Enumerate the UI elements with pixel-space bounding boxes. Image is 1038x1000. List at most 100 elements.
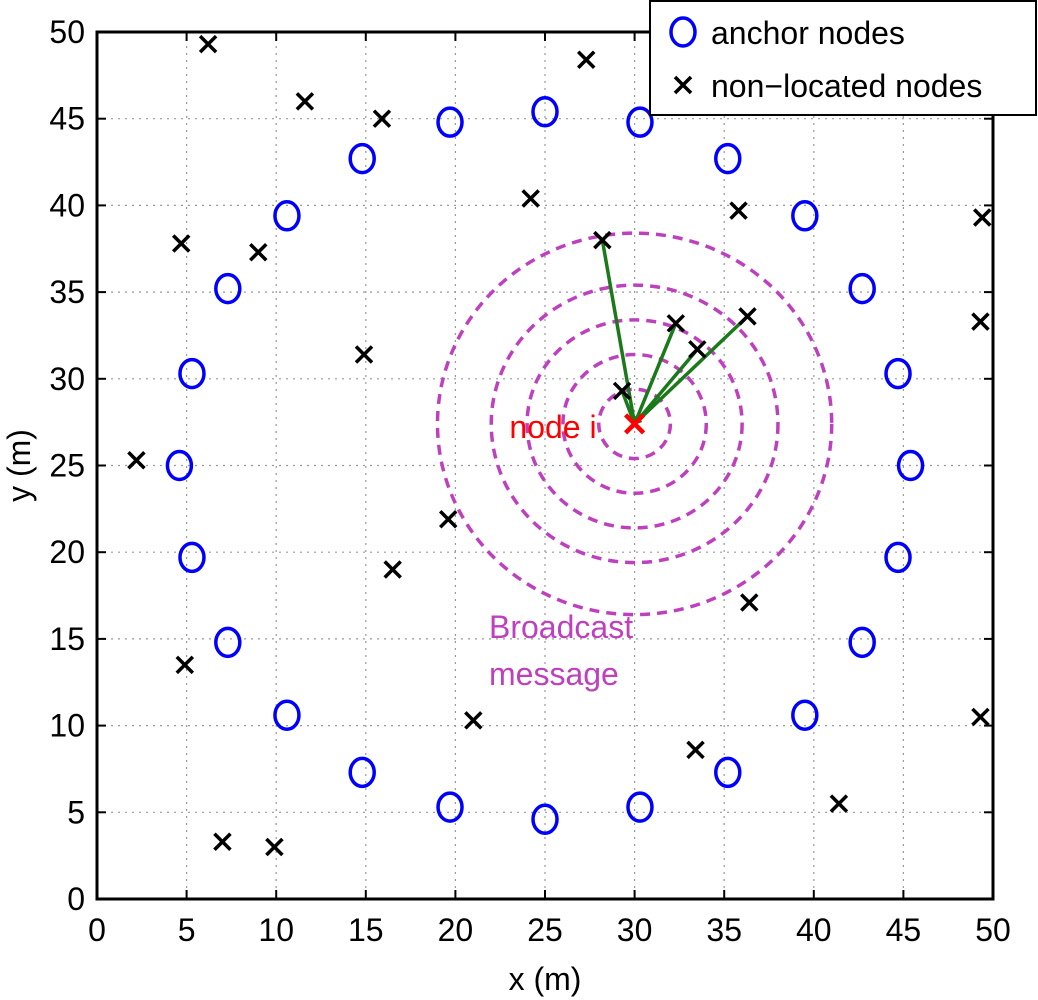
x-stroke [686,740,705,760]
nonlocated-node-point [383,560,402,579]
nonlocated-node-point [354,345,374,364]
nonlocated-node-point [576,50,596,69]
x-tick-label: 35 [706,912,742,948]
nonlocated-node-point [971,707,990,727]
x-stroke [971,312,990,331]
nonlocated-node-point [971,312,990,331]
nonlocated-node-point [249,242,268,262]
x-stroke [372,109,392,128]
nonlocated-node-point [198,34,218,54]
anchor-node-point [884,541,912,574]
data-markers [127,34,992,857]
nonlocated-node-point [686,740,705,760]
link-arrows [600,239,749,426]
anchor-node-point [791,200,819,232]
x-stroke [612,381,632,401]
anchor-node-point [848,272,876,305]
link-arrow [620,390,637,426]
y-tick-label: 45 [49,101,85,137]
x-stroke [593,230,612,250]
y-tick-label: 25 [49,448,85,484]
x-tick-label: 40 [796,912,832,948]
broadcast-circle [561,352,709,495]
anchor-node-point [348,142,376,175]
nonlocated-node-point [593,230,612,250]
anchor-node-point [273,200,301,232]
legend-nonlocated-label: non−located nodes [711,68,982,104]
nonlocated-node-point [175,655,195,675]
x-stroke [213,832,232,852]
anchor-node-point [626,106,654,138]
anchor-node-point [165,449,194,482]
x-stroke [673,75,693,95]
nonlocated-node-point [729,201,748,220]
nonlocated-node-point [464,711,483,730]
anchor-node-point [273,699,301,731]
x-stroke [973,208,992,227]
anchor-node-point [178,541,206,574]
legend-box [649,0,1037,116]
anchor-node-point [348,756,376,789]
link-arrow [633,348,699,426]
x-stroke [829,794,849,813]
nonlocated-node-point [740,593,759,612]
legend-nonlocated-symbol [673,75,693,95]
nonlocated-node-point [738,307,757,326]
anchor-node-point [791,699,819,731]
legend-anchor-marker [669,16,697,48]
anchor-node-point [531,96,559,128]
y-axis-label: y (m) [1,429,37,502]
link-arrow [600,239,638,426]
nonlocated-node-point [127,451,146,470]
anchor-node-point [884,357,912,390]
nonlocated-node-point [265,837,284,857]
node-i-point [624,413,646,435]
nonlocated-node-point [521,189,540,208]
x-stroke [295,92,315,111]
broadcast-circle [597,387,673,461]
broadcast-circles [435,231,834,617]
anchor-node-point [531,803,559,835]
nonlocated-node-point [612,381,632,401]
anchor-node-point [848,626,876,659]
broadcast-circle [435,231,834,617]
x-tick-label: 10 [258,912,294,948]
broadcast-circle [525,318,744,530]
broadcast-circle [489,283,780,565]
x-stroke [688,340,707,359]
link-arrow [633,315,749,426]
y-tick-label: 15 [49,621,85,657]
legend-nonlocated-marker [673,75,693,95]
y-tick-label: 35 [49,274,85,310]
broadcast-label-line1: Broadcast [489,609,633,645]
anchor-node-point [214,626,242,659]
x-stroke [171,234,191,253]
anchor-node-point [896,449,925,482]
anchor-node-point [436,791,464,823]
x-tick-label: 15 [348,912,384,948]
anchor-node-point [436,106,464,138]
nonlocated-node-point [688,340,707,359]
x-stroke [198,34,218,54]
x-stroke [175,655,195,675]
y-tick-label: 0 [67,881,85,917]
nonlocated-node-point [372,109,392,128]
anchor-node-point [714,756,742,789]
x-stroke [383,560,402,579]
x-tick-label: 50 [975,912,1011,948]
anchor-node-point [178,357,206,390]
y-tick-label: 30 [49,361,85,397]
x-tick-label: 25 [527,912,563,948]
x-stroke [576,50,596,69]
x-stroke [740,593,759,612]
x-stroke [464,711,483,730]
x-stroke [354,345,374,364]
x-tick-label: 30 [617,912,653,948]
x-stroke [971,707,990,727]
x-tick-label: 45 [886,912,922,948]
nonlocated-node-point [829,794,849,813]
x-stroke [729,201,748,220]
x-tick-label: 5 [178,912,196,948]
x-stroke [127,451,146,470]
